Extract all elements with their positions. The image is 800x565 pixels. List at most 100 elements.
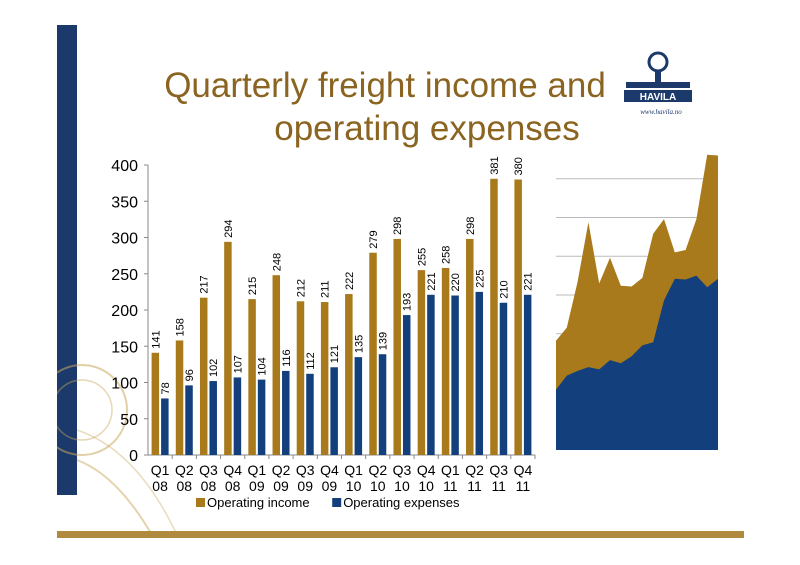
income-data-label: 279 xyxy=(368,230,380,248)
y-tick-label: 250 xyxy=(111,267,138,284)
x-tick-label-year: 11 xyxy=(516,478,531,494)
expense-data-label: 139 xyxy=(378,332,390,350)
y-tick-label: 300 xyxy=(111,231,138,248)
expense-data-label: 78 xyxy=(160,382,172,394)
income-data-label: 248 xyxy=(271,253,283,271)
expense-bar xyxy=(282,370,290,455)
x-tick-label-year: 08 xyxy=(176,478,192,494)
expense-data-label: 210 xyxy=(498,280,510,298)
y-tick-label: 350 xyxy=(111,194,138,211)
y-tick-label: 50 xyxy=(120,412,138,429)
x-tick-label-year: 09 xyxy=(273,478,289,494)
legend-label-expenses: Operating expenses xyxy=(343,495,460,510)
side-band xyxy=(57,25,77,495)
x-tick-label-year: 08 xyxy=(201,478,217,494)
y-tick-label: 100 xyxy=(111,376,138,393)
x-tick-label: Q4 xyxy=(417,462,436,478)
expense-bar xyxy=(523,294,532,455)
x-tick-label: Q2 xyxy=(175,462,194,478)
expense-bar xyxy=(306,373,314,455)
income-data-label: 222 xyxy=(344,272,356,290)
expense-bar xyxy=(233,377,242,455)
expense-data-label: 116 xyxy=(281,349,293,367)
decorative-rings xyxy=(57,364,178,536)
x-tick-label-year: 08 xyxy=(225,478,241,494)
x-tick-label: Q1 xyxy=(344,462,363,478)
bottom-rule xyxy=(57,531,744,538)
income-data-label: 380 xyxy=(513,157,525,175)
expense-data-label: 135 xyxy=(353,335,365,353)
x-tick-label: Q2 xyxy=(465,462,484,478)
income-bar xyxy=(272,275,281,455)
x-tick-label: Q2 xyxy=(368,462,387,478)
income-bar xyxy=(248,299,256,455)
legend-swatch-income xyxy=(196,498,205,507)
expense-bar xyxy=(451,295,459,455)
income-data-label: 141 xyxy=(150,330,162,348)
legend-label-income: Operating income xyxy=(207,495,310,510)
x-tick-label-year: 08 xyxy=(152,478,168,494)
income-bar xyxy=(490,178,498,455)
x-tick-label-year: 09 xyxy=(297,478,313,494)
income-data-label: 258 xyxy=(441,246,453,264)
expense-data-label: 104 xyxy=(257,357,269,375)
expense-bar xyxy=(330,367,338,455)
title-line-1: Quarterly freight income and xyxy=(164,66,606,105)
expense-data-label: 102 xyxy=(208,359,220,377)
x-tick-label: Q4 xyxy=(223,462,242,478)
y-tick-label: 150 xyxy=(111,339,138,356)
income-bar xyxy=(320,302,329,455)
income-data-label: 294 xyxy=(223,219,235,237)
logo-wordmark: HAVILA xyxy=(640,92,676,103)
income-data-label: 298 xyxy=(392,217,404,235)
x-tick-label: Q2 xyxy=(272,462,291,478)
income-data-label: 298 xyxy=(465,217,477,235)
x-tick-label-year: 10 xyxy=(370,478,386,494)
income-bar xyxy=(296,301,305,455)
income-bar xyxy=(224,241,232,455)
x-tick-label-year: 11 xyxy=(491,478,506,494)
y-tick-label: 400 xyxy=(111,158,138,175)
x-tick-label-year: 10 xyxy=(394,478,410,494)
expense-data-label: 225 xyxy=(474,270,486,288)
title-line-2: operating expenses xyxy=(274,109,580,148)
income-bar xyxy=(175,340,184,455)
expense-bar xyxy=(378,354,387,455)
expense-data-label: 121 xyxy=(329,345,341,363)
income-bar xyxy=(514,179,522,455)
x-tick-label: Q3 xyxy=(296,462,315,478)
x-tick-label-year: 10 xyxy=(346,478,362,494)
y-tick-label: 200 xyxy=(111,303,138,320)
side-area-chart xyxy=(556,154,718,450)
x-tick-label-year: 11 xyxy=(467,478,482,494)
expense-data-label: 107 xyxy=(232,355,244,373)
income-bar xyxy=(345,294,353,455)
income-bar xyxy=(466,238,474,455)
expense-bar xyxy=(475,291,484,455)
x-tick-label: Q4 xyxy=(320,462,339,478)
income-data-label: 212 xyxy=(295,279,307,297)
income-bar xyxy=(369,252,377,455)
income-data-label: 215 xyxy=(247,277,259,295)
income-data-label: 158 xyxy=(175,318,187,336)
income-data-label: 217 xyxy=(199,275,211,293)
expense-bar xyxy=(257,379,266,455)
x-tick-label-year: 09 xyxy=(322,478,338,494)
x-tick-label: Q1 xyxy=(441,462,460,478)
x-tick-label: Q3 xyxy=(393,462,412,478)
expense-bar xyxy=(185,385,193,455)
expense-bar xyxy=(209,381,217,455)
income-bar xyxy=(441,267,450,455)
x-tick-label-year: 11 xyxy=(443,478,458,494)
x-tick-label: Q4 xyxy=(514,462,533,478)
income-bar xyxy=(417,270,426,455)
expense-data-label: 96 xyxy=(184,369,196,381)
x-tick-label: Q3 xyxy=(199,462,218,478)
income-bar xyxy=(393,238,401,455)
page-title: Quarterly freight income and operating e… xyxy=(150,64,620,150)
expense-data-label: 220 xyxy=(450,273,462,291)
expense-bar xyxy=(354,357,363,455)
side-expense-area xyxy=(556,275,718,450)
havila-logo: HAVILA xyxy=(624,51,692,103)
